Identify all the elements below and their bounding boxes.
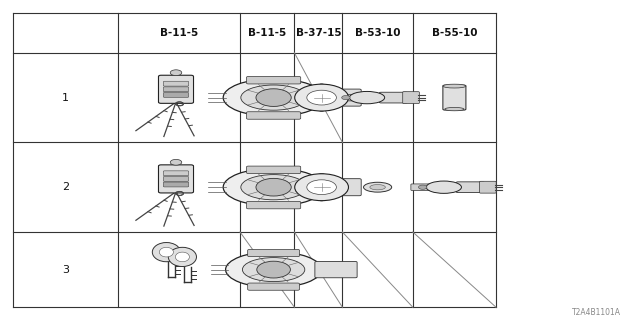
Text: 3: 3 bbox=[62, 265, 69, 275]
Ellipse shape bbox=[370, 185, 385, 190]
FancyBboxPatch shape bbox=[246, 112, 301, 119]
Circle shape bbox=[170, 70, 182, 76]
Circle shape bbox=[170, 159, 182, 165]
Ellipse shape bbox=[223, 79, 324, 116]
FancyBboxPatch shape bbox=[248, 283, 300, 290]
FancyBboxPatch shape bbox=[246, 201, 301, 209]
Ellipse shape bbox=[443, 84, 466, 88]
Ellipse shape bbox=[241, 175, 307, 200]
FancyBboxPatch shape bbox=[246, 76, 301, 84]
Text: B-55-10: B-55-10 bbox=[431, 28, 477, 38]
FancyBboxPatch shape bbox=[317, 179, 361, 196]
Ellipse shape bbox=[318, 196, 325, 201]
FancyBboxPatch shape bbox=[159, 165, 193, 193]
Ellipse shape bbox=[243, 258, 305, 282]
FancyBboxPatch shape bbox=[246, 166, 301, 173]
Ellipse shape bbox=[364, 182, 392, 192]
Circle shape bbox=[419, 185, 427, 189]
FancyBboxPatch shape bbox=[317, 89, 361, 106]
FancyBboxPatch shape bbox=[159, 75, 193, 103]
Ellipse shape bbox=[318, 107, 325, 111]
Text: B-53-10: B-53-10 bbox=[355, 28, 401, 38]
Circle shape bbox=[307, 180, 337, 195]
Text: T2A4B1101A: T2A4B1101A bbox=[572, 308, 621, 317]
FancyBboxPatch shape bbox=[163, 171, 189, 176]
Circle shape bbox=[257, 261, 291, 278]
FancyBboxPatch shape bbox=[163, 92, 189, 97]
FancyBboxPatch shape bbox=[479, 181, 496, 193]
Ellipse shape bbox=[426, 181, 461, 193]
Text: 1: 1 bbox=[62, 92, 69, 103]
Ellipse shape bbox=[445, 108, 464, 111]
Text: B-11-5: B-11-5 bbox=[160, 28, 198, 38]
FancyBboxPatch shape bbox=[163, 176, 189, 181]
FancyBboxPatch shape bbox=[380, 92, 408, 103]
Ellipse shape bbox=[226, 252, 322, 288]
Circle shape bbox=[295, 84, 349, 111]
Circle shape bbox=[256, 89, 291, 107]
Text: B-37-15: B-37-15 bbox=[296, 28, 341, 38]
FancyBboxPatch shape bbox=[443, 85, 466, 110]
FancyBboxPatch shape bbox=[248, 250, 300, 257]
FancyBboxPatch shape bbox=[163, 87, 189, 92]
Circle shape bbox=[342, 95, 350, 100]
Ellipse shape bbox=[159, 247, 173, 257]
Ellipse shape bbox=[175, 252, 189, 262]
Ellipse shape bbox=[241, 85, 307, 110]
FancyBboxPatch shape bbox=[456, 182, 484, 193]
Ellipse shape bbox=[152, 243, 180, 262]
FancyBboxPatch shape bbox=[163, 182, 189, 187]
Ellipse shape bbox=[318, 84, 325, 89]
Ellipse shape bbox=[349, 92, 385, 104]
FancyBboxPatch shape bbox=[315, 261, 357, 278]
Text: B-11-5: B-11-5 bbox=[248, 28, 286, 38]
Ellipse shape bbox=[168, 247, 196, 267]
Ellipse shape bbox=[223, 168, 324, 206]
Ellipse shape bbox=[318, 173, 325, 178]
FancyBboxPatch shape bbox=[334, 94, 369, 101]
FancyBboxPatch shape bbox=[411, 184, 445, 190]
Circle shape bbox=[256, 178, 291, 196]
FancyBboxPatch shape bbox=[284, 182, 298, 193]
FancyBboxPatch shape bbox=[163, 81, 189, 86]
FancyBboxPatch shape bbox=[403, 92, 419, 103]
FancyBboxPatch shape bbox=[284, 92, 298, 103]
Text: 2: 2 bbox=[62, 182, 69, 192]
Circle shape bbox=[295, 174, 349, 201]
Circle shape bbox=[307, 90, 337, 105]
